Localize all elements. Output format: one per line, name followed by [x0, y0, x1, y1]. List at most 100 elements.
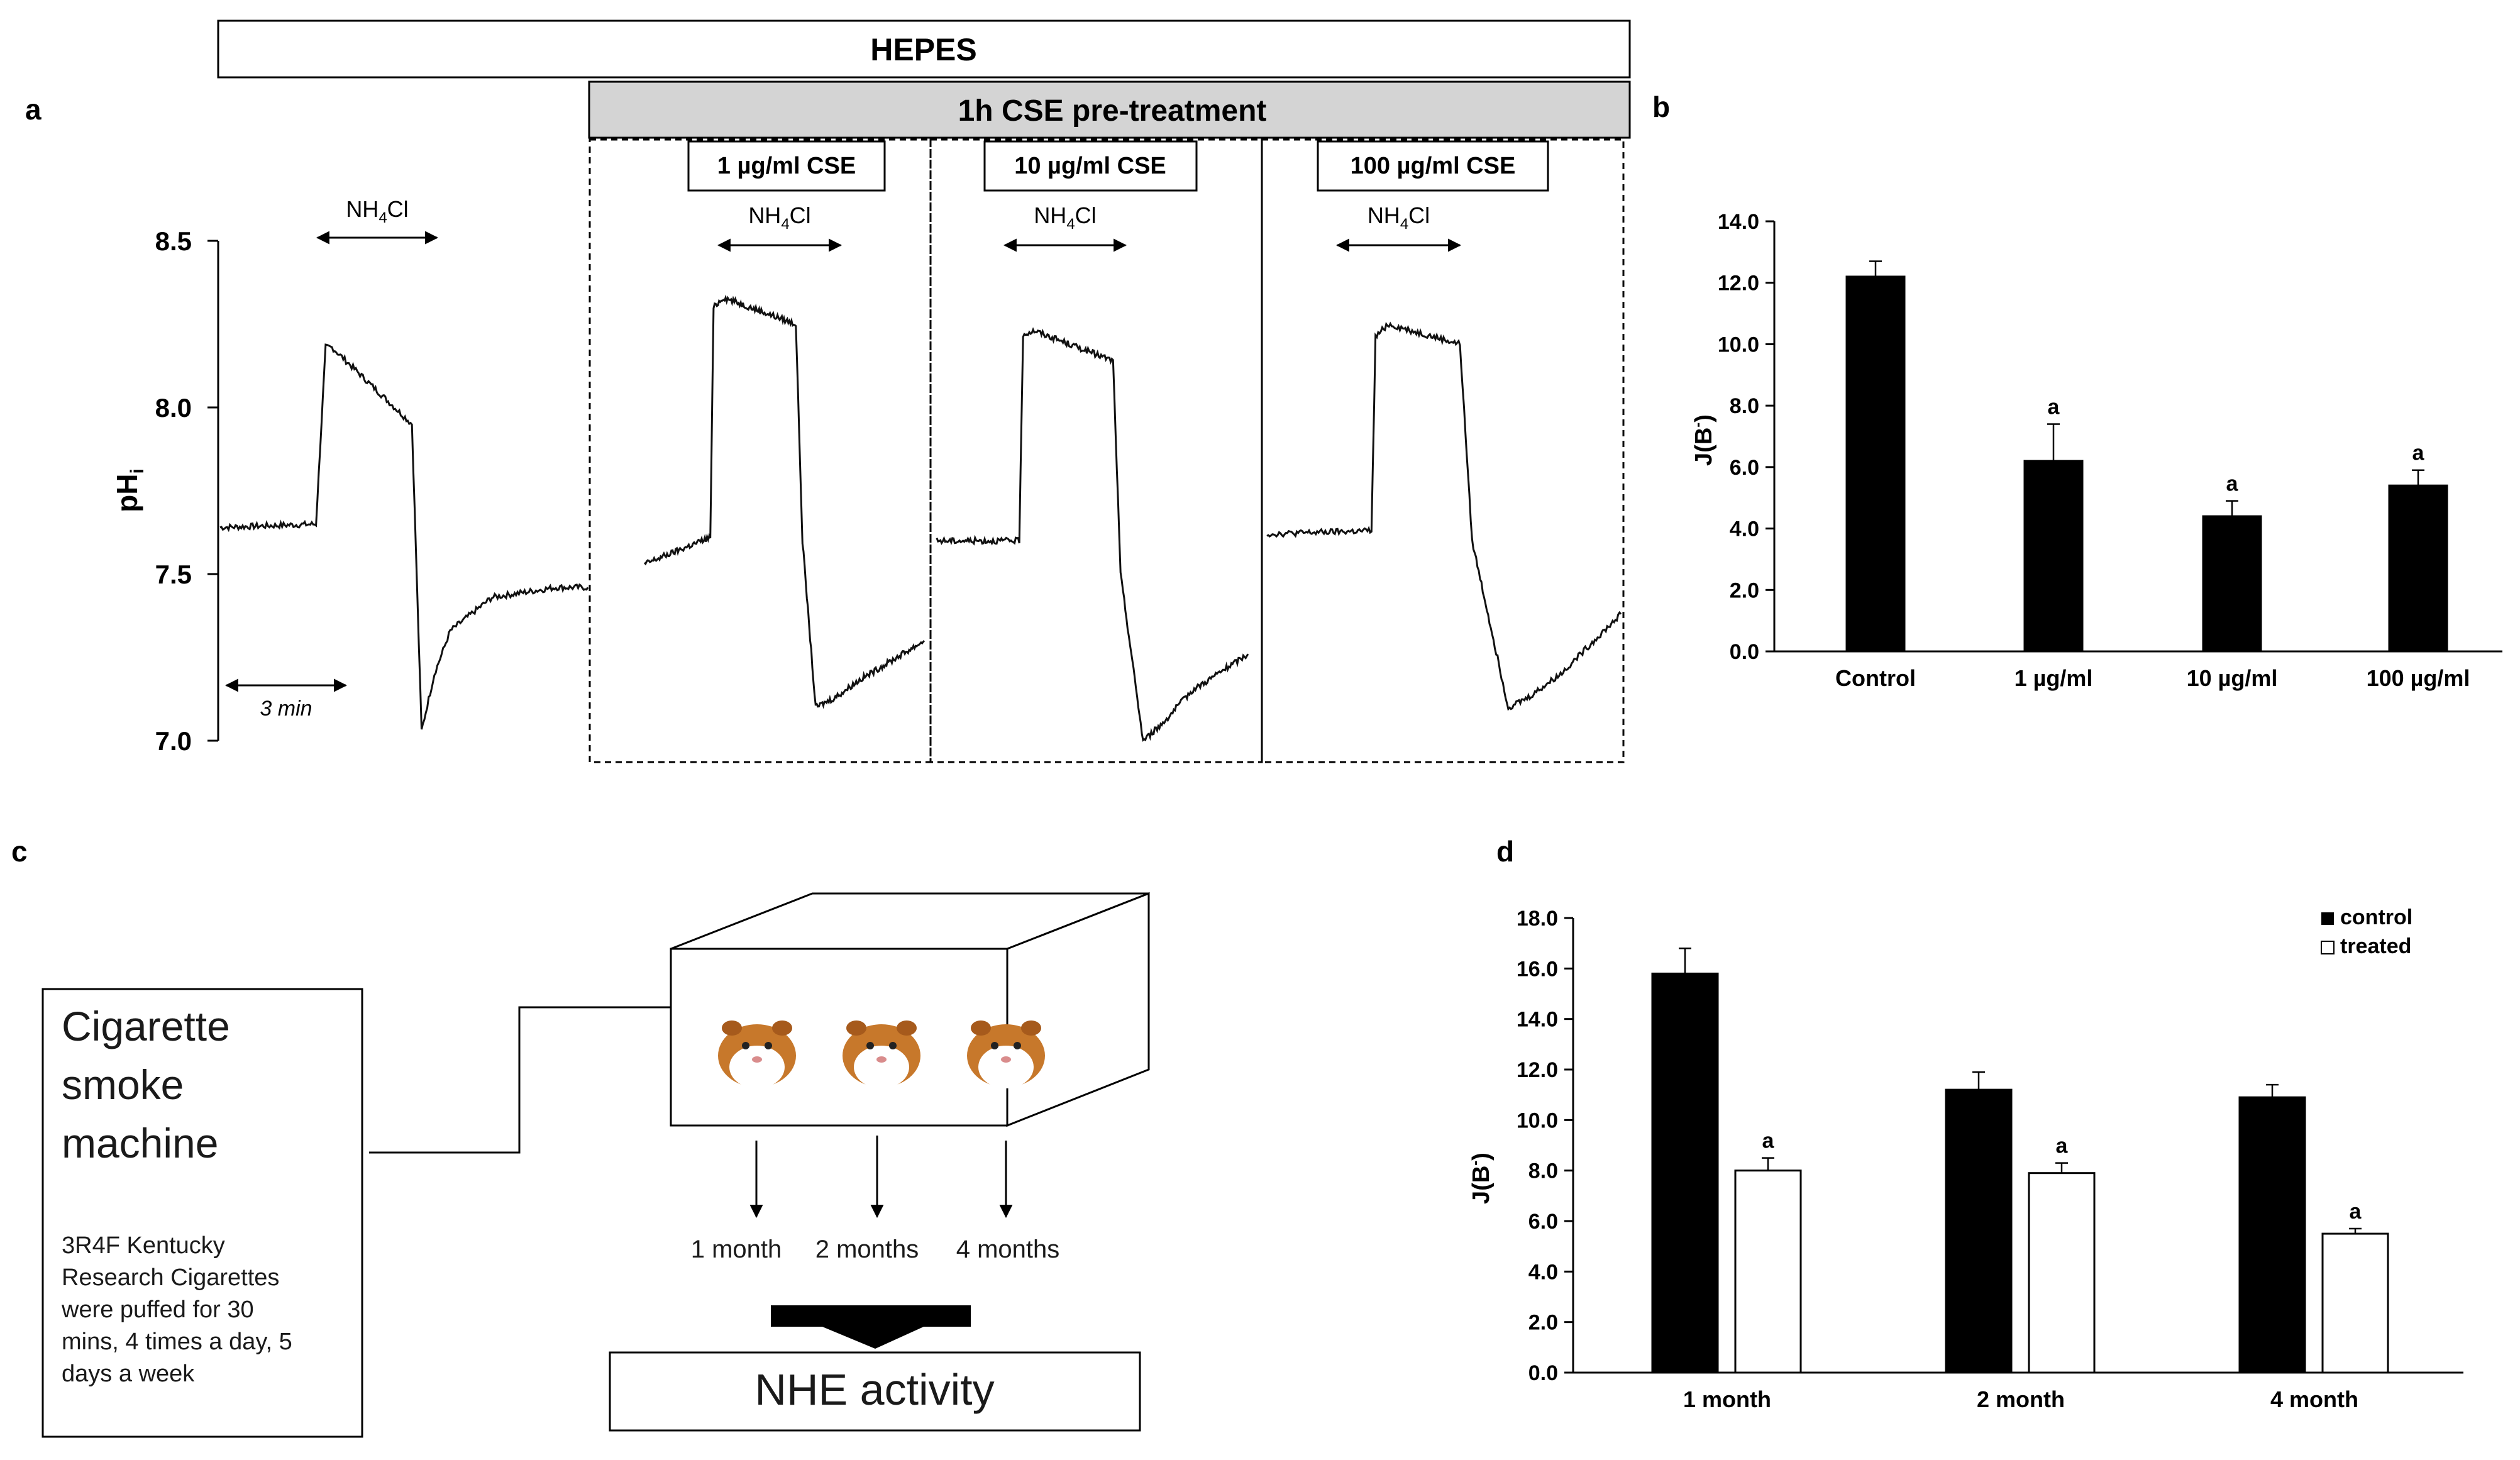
nhe-activity-box [609, 1351, 1141, 1432]
machine-desc-line: Research Cigarettes [62, 1264, 280, 1291]
bar-control [1651, 972, 1719, 1374]
ph-y-ticks: 8.5 8.0 7.5 7.0 [155, 226, 218, 756]
bar-treated [2321, 1232, 2389, 1374]
chart-b: 14.0 12.0 10.0 8.0 6.0 4.0 2.0 0.0 Control a 1 µg/… [1718, 210, 2502, 691]
machine-desc-line: 3R4F Kentucky [62, 1232, 225, 1259]
y-tick-label: 4.0 [1730, 517, 1759, 541]
x-tick-label: 100 µg/ml [2367, 665, 2470, 691]
ph-tick-label: 7.5 [155, 560, 192, 589]
cse-panel-100 [1261, 138, 1625, 763]
bar-treated [2028, 1172, 2096, 1374]
y-tick-label: 2.0 [1528, 1311, 1558, 1335]
bar-values [1845, 275, 1906, 653]
condition-label-10: 10 µg/ml CSE [1014, 153, 1166, 179]
b-y-label: J(B-) [1689, 414, 1717, 466]
machine-to-box-connector [369, 1006, 671, 1154]
significance-label: a [2056, 1134, 2069, 1158]
panel-label-b: b [1652, 91, 1670, 123]
bar-control [1945, 1088, 2013, 1374]
condition-label-100: 100 µg/ml CSE [1351, 153, 1516, 179]
significance-label: a [2048, 395, 2060, 419]
bar-control [2238, 1096, 2306, 1374]
nh4cl-annotations: NH4Cl NH4Cl NH4Cl NH4Cl [316, 196, 1462, 252]
machine-desc-line: were puffed for 30 [62, 1297, 254, 1323]
panel-label-c: c [11, 835, 28, 868]
y-tick-label: 14.0 [1517, 1008, 1558, 1032]
machine-title-line-1: Cigarette [62, 1003, 230, 1049]
y-tick-label: 8.0 [1528, 1159, 1558, 1183]
ph-trace-line [219, 343, 589, 730]
nhe-activity-label: NHE activity [754, 1365, 994, 1414]
timepoint-label-4: 4 months [956, 1236, 1060, 1263]
machine-description: 3R4F Kentucky Research Cigarettes were p… [62, 1230, 292, 1390]
result-arrow-bar [771, 1305, 971, 1327]
y-tick-label: 4.0 [1528, 1260, 1558, 1284]
y-tick-label: 6.0 [1730, 456, 1759, 480]
y-tick-label: 18.0 [1517, 907, 1558, 931]
significance-label: a [2412, 441, 2425, 465]
panel-c: c Cigarette smoke machine [11, 835, 1150, 1438]
exposure-box-front [670, 948, 1009, 1127]
hepes-header: HEPES [870, 32, 977, 67]
legend-label-control: control [2340, 905, 2412, 929]
y-tick-label: 16.0 [1517, 957, 1558, 981]
ph-trace-line [1266, 321, 1622, 711]
nh4cl-label: NH4Cl [1034, 202, 1096, 233]
machine-desc-line: days a week [62, 1361, 195, 1387]
condition-label-1: 1 µg/ml CSE [717, 153, 856, 179]
nh4cl-label: NH4Cl [1368, 202, 1430, 233]
y-tick-label: 8.0 [1730, 394, 1759, 418]
bar-values [2388, 484, 2448, 653]
legend-label-treated: treated [2340, 934, 2411, 958]
legend-swatch-treated [2321, 941, 2335, 954]
nh4cl-label: NH4Cl [346, 196, 408, 226]
guinea-pig-icon [843, 1020, 920, 1088]
panel-b: b J(B-) 14.0 12.0 10.0 8.0 6.0 4.0 2.0 0.0 Contr… [1652, 91, 2502, 691]
pretreatment-header-box [588, 80, 1631, 139]
condition-box-10 [983, 140, 1198, 192]
x-tick-label: 4 month [2270, 1386, 2358, 1412]
ph-y-label: pHi [111, 468, 148, 512]
d-y-label: J(B-) [1467, 1153, 1495, 1204]
panel-a: a HEPES 1h CSE pre-treatment 1 µg/ml CSE… [25, 19, 1631, 763]
y-tick-label: 12.0 [1517, 1058, 1558, 1082]
scale-bar-label: 3 min [260, 697, 312, 721]
y-tick-label: 6.0 [1528, 1210, 1558, 1234]
panel-label-a: a [25, 93, 41, 126]
significance-label: a [1762, 1129, 1775, 1153]
x-tick-label: 1 µg/ml [2014, 665, 2093, 691]
x-tick-label: 10 µg/ml [2187, 665, 2278, 691]
ph-tick-label: 8.5 [155, 226, 192, 256]
y-tick-label: 10.0 [1718, 333, 1759, 357]
y-tick-label: 14.0 [1718, 210, 1759, 234]
condition-box-1 [687, 140, 886, 192]
significance-label: a [2226, 472, 2239, 496]
timepoint-label-1: 1 month [691, 1236, 782, 1263]
machine-title-line-3: machine [62, 1120, 218, 1166]
machine-title-line-2: smoke [62, 1061, 184, 1108]
hepes-header-box [217, 19, 1631, 79]
guinea-pig-icon [967, 1020, 1045, 1088]
y-tick-label: 2.0 [1730, 578, 1759, 602]
timepoint-label-2: 2 months [815, 1236, 919, 1263]
y-tick-label: 0.0 [1730, 640, 1759, 664]
y-tick-label: 10.0 [1517, 1109, 1558, 1132]
machine-desc-line: mins, 4 times a day, 5 [62, 1329, 292, 1355]
condition-box-100 [1317, 140, 1549, 192]
legend-swatch-control [2321, 912, 2334, 925]
ph-traces [219, 294, 1622, 742]
y-tick-label: 12.0 [1718, 272, 1759, 296]
bar-values [2023, 460, 2084, 653]
ph-trace-line [936, 327, 1249, 742]
significance-label: a [2350, 1200, 2362, 1224]
x-tick-label: Control [1835, 665, 1916, 691]
x-tick-label: 2 month [1977, 1386, 2065, 1412]
nh4cl-label: NH4Cl [748, 202, 810, 233]
ph-trace-line [643, 294, 926, 709]
chart-d: 18.0 16.0 14.0 12.0 10.0 8.0 6.0 4.0 2.0 0.0 a 1 mo… [1517, 907, 2463, 1412]
panel-label-d: d [1496, 835, 1514, 868]
ph-tick-label: 8.0 [155, 393, 192, 423]
ph-tick-label: 7.0 [155, 726, 192, 756]
guinea-pig-icon [718, 1020, 796, 1088]
